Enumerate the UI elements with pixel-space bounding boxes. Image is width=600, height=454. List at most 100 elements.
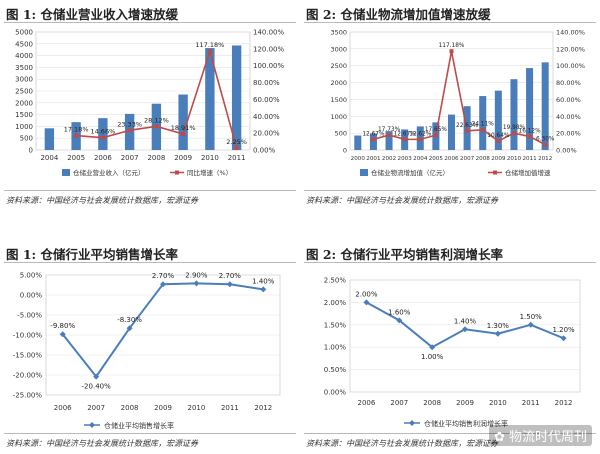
- line-marker: [496, 139, 501, 144]
- x-tick-label: 2009: [456, 399, 474, 407]
- legend-swatch-bar: [360, 169, 368, 176]
- chart-svg-2: 0 500 1000 1500 2000 2500 3000 3500 0.00% 20.00% 4…: [330, 29, 585, 178]
- x-tick-label: 2010: [507, 156, 522, 162]
- data-label: 117.18%: [195, 41, 224, 49]
- data-label: 117.18%: [439, 43, 465, 49]
- line-marker: [193, 280, 200, 287]
- data-label: 2.25%: [226, 138, 247, 146]
- bar: [369, 133, 377, 150]
- x-tick-label: 2010: [201, 154, 219, 162]
- x-tick-label: 2010: [188, 404, 206, 412]
- y-left-tick-label: 3000: [15, 76, 33, 84]
- data-label: 18.91%: [171, 124, 196, 132]
- data-label: 19.98%: [503, 125, 526, 131]
- y-left-tick-label: 2500: [330, 62, 347, 70]
- x-tick-label: 2010: [489, 399, 507, 407]
- y-right-tick-label: 0.00%: [556, 147, 577, 155]
- x-tick-label: 2004: [40, 154, 58, 162]
- x-tick-label: 2007: [390, 399, 408, 407]
- watermark-logo: ✿ 物流时代周刊: [488, 425, 592, 446]
- x-tick-label: 2008: [147, 154, 165, 162]
- line-marker: [260, 286, 267, 293]
- data-label: 17.65%: [425, 127, 448, 133]
- y-right-tick-label: 20.00%: [556, 130, 581, 138]
- source-rule-4: [304, 433, 596, 434]
- data-label: 1.20%: [552, 326, 575, 334]
- line-marker: [465, 128, 470, 133]
- line-marker: [449, 49, 454, 54]
- data-label: 2.70%: [219, 272, 242, 280]
- data-label: 1.50%: [520, 313, 543, 321]
- figure-label-3: 图 1:: [6, 247, 37, 262]
- x-tick-label: 2004: [413, 156, 428, 162]
- source-note-2: 资料来源：中国经济与社会发展统计数据库，宏源证券: [306, 196, 498, 205]
- y-left-tick-label: 1000: [330, 113, 347, 121]
- x-tick-label: 2002: [382, 156, 396, 162]
- source-rule-1: [4, 190, 296, 191]
- bar: [178, 94, 188, 150]
- y-left-tick-label: 3500: [15, 64, 33, 72]
- y-tick-label: -25.00%: [13, 392, 43, 400]
- wechat-icon: ✿: [493, 430, 505, 445]
- line-marker: [181, 132, 186, 137]
- data-label: 17.73%: [378, 127, 401, 133]
- legend-label: 仓储业平均销售增长率: [104, 421, 174, 430]
- line-marker: [226, 281, 233, 288]
- y-left-tick-label: 3000: [330, 45, 347, 53]
- chart-svg-4: 0.00% 0.50% 1.00% 1.50% 2.00% 2.50% 2006 2007 20…: [324, 277, 581, 428]
- chart-title-1: 图 1: 仓储业营业收入增速放缓: [6, 4, 178, 23]
- legend-label: 仓储业平均销售利润增长率: [424, 419, 508, 428]
- data-label: 14.66%: [90, 128, 115, 136]
- legend-swatch-bar: [62, 169, 70, 176]
- y-right-tick-label: 60.00%: [253, 96, 280, 104]
- y-right-tick-label: 80.00%: [253, 79, 280, 87]
- bar: [231, 45, 242, 151]
- x-tick-label: 2006: [444, 156, 459, 162]
- chart-title-3: 图 1: 仓储行业平均销售增长率: [6, 244, 178, 263]
- chart-panel-3: 图 1: 仓储行业平均销售增长率 -25.00% -20.00% -15.00% -1…: [0, 240, 300, 454]
- line-marker: [494, 330, 501, 337]
- bar: [205, 48, 215, 150]
- data-label: 6.30%: [536, 137, 555, 143]
- line-marker: [234, 146, 239, 151]
- legend-label: 仓储业物流增加值（亿元）: [371, 168, 449, 177]
- legend-swatch-marker: [493, 170, 497, 175]
- x-tick-label: 2011: [228, 154, 246, 162]
- y-right-tick-label: 140.00%: [556, 29, 585, 37]
- x-tick-label: 2012: [555, 399, 573, 407]
- line-marker: [127, 128, 132, 133]
- data-label: 1.00%: [421, 353, 444, 361]
- x-tick-label: 2012: [538, 156, 552, 162]
- bar: [447, 114, 456, 150]
- source-note-3: 资料来源：中国经济与社会发展统计数据库，宏源证券: [6, 439, 198, 448]
- line-marker: [387, 133, 392, 138]
- x-tick-label: 2011: [522, 399, 540, 407]
- x-tick-label: 2006: [54, 404, 72, 412]
- line-marker: [371, 137, 376, 142]
- bar: [494, 90, 502, 150]
- series-line: [373, 51, 546, 146]
- x-tick-label: 2008: [121, 404, 139, 412]
- chart-svg-1: 0 500 1000 1500 2000 2500 3000 3500 4000 4500 5000…: [15, 29, 284, 178]
- line-marker: [74, 133, 79, 138]
- bar: [479, 96, 487, 150]
- source-rule-3: [4, 433, 296, 434]
- line-marker: [527, 134, 532, 139]
- x-tick-label: 2005: [429, 156, 444, 162]
- data-label: 24.11%: [472, 122, 495, 128]
- x-tick-label: 2007: [460, 156, 475, 162]
- y-left-tick-label: 2000: [330, 79, 347, 87]
- y-left-tick-label: 500: [335, 130, 347, 138]
- y-right-tick-label: 40.00%: [253, 113, 280, 121]
- y-left-tick-label: 4500: [15, 40, 33, 48]
- data-label: 12.67%: [394, 131, 417, 137]
- line-marker: [511, 131, 516, 136]
- y-right-tick-label: 100.00%: [556, 62, 585, 70]
- x-tick-label: 2006: [358, 399, 376, 407]
- y-left-tick-label: 0: [343, 147, 347, 155]
- title-rule-3: [4, 262, 296, 263]
- line-marker: [154, 124, 159, 129]
- title-rule-4: [304, 262, 596, 263]
- chart-heading-2: 仓储业物流增加值增速放缓: [340, 7, 491, 22]
- series-line: [61, 282, 264, 379]
